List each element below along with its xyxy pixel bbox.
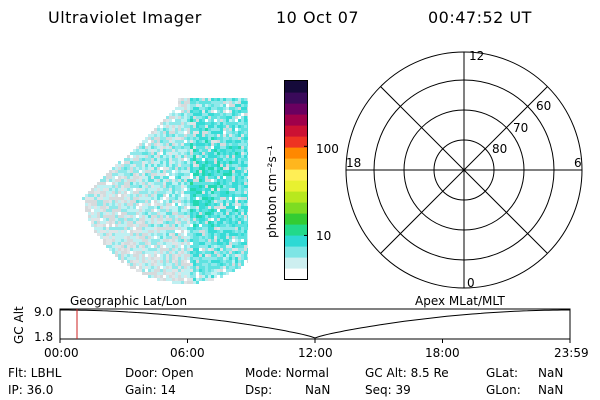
- status-glon-value: NaN: [538, 383, 564, 397]
- colorbar-frame: [284, 80, 308, 280]
- colorbar-segment: [285, 103, 307, 115]
- timeline-y-axis-label: GC Alt: [12, 306, 26, 344]
- x-tick-0000: 00:00: [44, 346, 79, 360]
- status-dsp-label: Dsp:: [245, 383, 273, 397]
- colorbar-tick-10: 10: [316, 229, 332, 243]
- polar-grid: 12 18 6 0 60 70 80: [345, 49, 583, 290]
- mlat-label-80: 80: [492, 142, 507, 156]
- colorbar-segment: [285, 125, 307, 137]
- colorbar-segment: [285, 180, 307, 192]
- colorbar-segment: [285, 202, 307, 214]
- status-gc-alt: GC Alt: 8.5 Re: [365, 366, 449, 380]
- status-mode: Mode: Normal: [245, 366, 329, 380]
- date-label: 10 Oct 07: [276, 8, 360, 27]
- geographic-latlon-label: Geographic Lat/Lon: [70, 294, 188, 308]
- x-tick-2359: 23:59: [554, 346, 589, 360]
- status-ip: IP: 36.0: [8, 383, 54, 397]
- timeline-y-tick-9: 9.0: [34, 305, 54, 319]
- colorbar-segment: [285, 268, 307, 280]
- colorbar-segment: [285, 235, 307, 247]
- mlt-label-18: 18: [346, 156, 361, 170]
- status-dsp-value: NaN: [305, 383, 331, 397]
- x-tick-1800: 18:00: [425, 346, 460, 360]
- colorbar-segment: [285, 136, 307, 148]
- status-glat-value: NaN: [538, 366, 564, 380]
- status-door: Door: Open: [125, 366, 194, 380]
- mlt-label-6: 6: [574, 156, 582, 170]
- colorbar-segment: [285, 81, 307, 93]
- uv-pixel-field: [82, 98, 248, 284]
- colorbar-segment: [285, 246, 307, 258]
- colorbar-segment: [285, 213, 307, 225]
- timeline-plot: [59, 308, 571, 343]
- status-gain: Gain: 14: [125, 383, 176, 397]
- mlat-label-60: 60: [536, 99, 551, 113]
- colorbar-units-label: photon cm⁻²s⁻¹: [265, 145, 279, 238]
- timeline-frame: [59, 308, 571, 340]
- x-tick-0600: 06:00: [170, 346, 205, 360]
- colorbar-segment: [285, 169, 307, 181]
- mlt-label-0: 0: [467, 276, 475, 290]
- colorbar-segment: [285, 158, 307, 170]
- colorbar-segment: [285, 257, 307, 269]
- uv-auroral-image: [82, 98, 248, 284]
- status-seq: Seq: 39: [365, 383, 411, 397]
- colorbar-segment: [285, 224, 307, 236]
- status-filter: Flt: LBHL: [8, 366, 62, 380]
- colorbar: [284, 80, 308, 280]
- mlt-label-12: 12: [469, 49, 484, 63]
- instrument-title: Ultraviolet Imager: [48, 8, 202, 27]
- colorbar-segment: [285, 114, 307, 126]
- apex-mlat-mlt-label: Apex MLat/MLT: [415, 294, 505, 308]
- status-glon-label: GLon:: [486, 383, 521, 397]
- colorbar-segment: [285, 147, 307, 159]
- polar-diagonal-2: [380, 86, 548, 254]
- x-tick-1200: 12:00: [298, 346, 333, 360]
- status-glat-label: GLat:: [486, 366, 519, 380]
- gc-altitude-curve: [60, 309, 570, 339]
- time-label: 00:47:52 UT: [428, 8, 532, 27]
- colorbar-tick-100: 100: [316, 142, 339, 156]
- mlat-label-70: 70: [513, 121, 528, 135]
- colorbar-segment: [285, 191, 307, 203]
- colorbar-segment: [285, 92, 307, 104]
- timeline-y-tick-1-8: 1.8: [34, 330, 54, 344]
